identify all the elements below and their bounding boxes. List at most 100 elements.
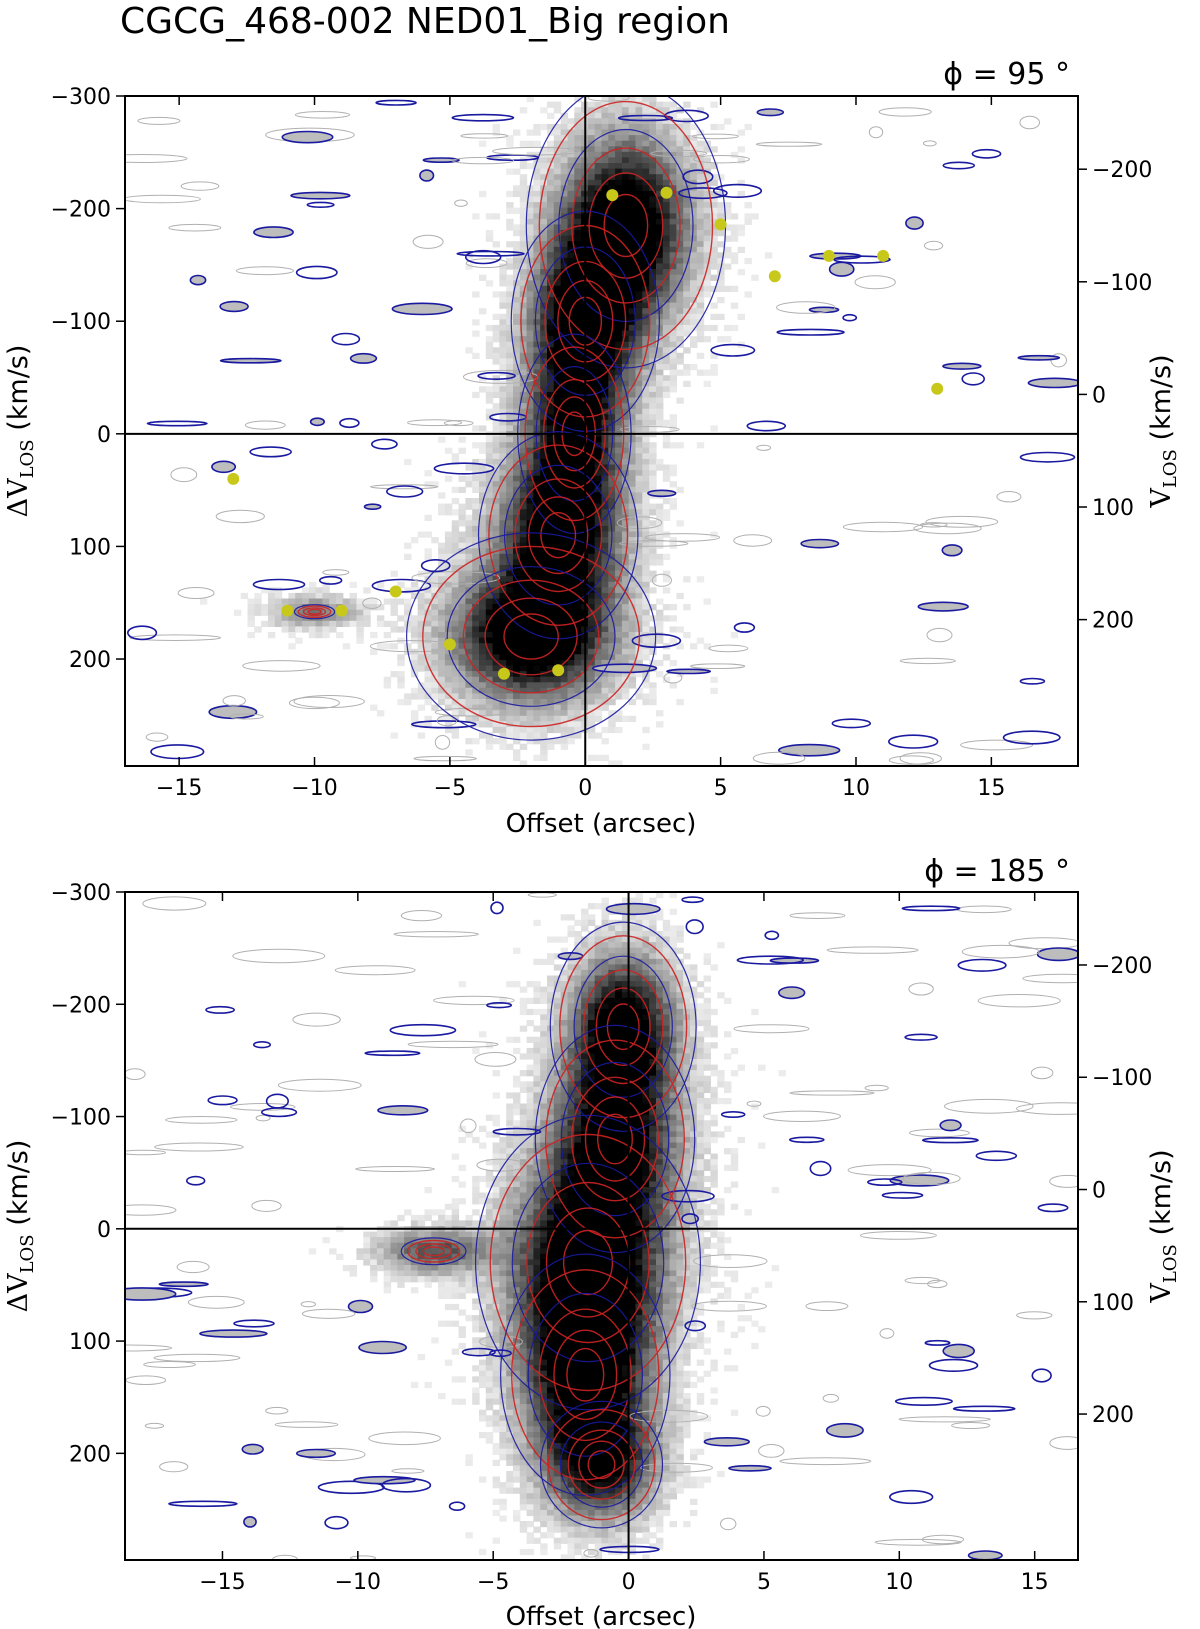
heatmap-cell: [485, 436, 494, 443]
heatmap-cell: [574, 509, 582, 516]
heatmap-cell: [485, 559, 494, 566]
heatmap-cell: [526, 1081, 534, 1088]
heatmap-cell: [383, 1259, 392, 1266]
heatmap-cell: [295, 620, 303, 627]
heatmap-cell: [662, 135, 671, 142]
heatmap-cell: [342, 1265, 351, 1272]
heatmap-cell: [594, 123, 603, 131]
heatmap-cell: [479, 492, 487, 499]
heatmap-cell: [499, 1331, 507, 1338]
heatmap-cell: [513, 676, 521, 683]
heatmap-cell: [479, 715, 487, 722]
heatmap-cell: [533, 1493, 541, 1500]
heatmap-cell: [526, 1409, 534, 1416]
heatmap-cell: [472, 699, 480, 706]
heatmap-cell: [506, 1432, 514, 1439]
heatmap-cell: [621, 598, 630, 605]
heatmap-cell: [615, 118, 623, 125]
heatmap-cell: [526, 537, 534, 544]
heatmap-cell: [533, 531, 541, 538]
heatmap-cell: [608, 391, 616, 399]
heatmap-cell: [499, 1365, 507, 1372]
heatmap-cell: [574, 721, 582, 728]
heatmap-cell: [615, 525, 623, 533]
noise-fill: [310, 418, 325, 426]
heatmap-cell: [506, 425, 514, 432]
heatmap-cell: [608, 498, 616, 505]
heatmap-cell: [574, 548, 582, 555]
heatmap-cell: [540, 146, 548, 153]
heatmap-cell: [662, 498, 671, 505]
heatmap-cell: [513, 1187, 521, 1194]
y-tick-label-right: −200: [1092, 158, 1152, 183]
heatmap-cell: [410, 665, 419, 672]
heatmap-cell: [587, 553, 596, 560]
heatmap-cell: [465, 648, 473, 655]
heatmap-cell: [533, 1409, 541, 1416]
heatmap-cell: [356, 632, 364, 639]
heatmap-cell: [513, 721, 521, 728]
heatmap-cell: [560, 626, 569, 633]
heatmap-cell: [519, 364, 528, 371]
heatmap-cell: [479, 548, 487, 555]
heatmap-cell: [587, 235, 596, 242]
heatmap-cell: [656, 637, 664, 644]
heatmap-cell: [594, 604, 603, 611]
heatmap-cell: [662, 514, 671, 521]
heatmap-cell: [472, 1209, 480, 1216]
heatmap-cell: [608, 592, 616, 600]
heatmap-cell: [533, 1398, 541, 1405]
heatmap-cell: [710, 101, 718, 108]
heatmap-cell: [492, 620, 500, 627]
heatmap-cell: [690, 163, 698, 170]
heatmap-cell: [553, 179, 562, 186]
heatmap-cell: [513, 280, 521, 287]
heatmap-cell: [451, 632, 460, 639]
heatmap-cell: [615, 626, 623, 633]
heatmap-cell: [499, 676, 507, 683]
heatmap-cell: [513, 1337, 521, 1344]
heatmap-cell: [451, 486, 460, 493]
heatmap-cell: [492, 386, 500, 393]
heatmap-cell: [465, 498, 473, 505]
heatmap-cell: [492, 1476, 500, 1483]
heatmap-cell: [451, 1198, 460, 1205]
heatmap-cell: [485, 699, 494, 706]
heatmap-cell: [519, 1487, 528, 1494]
heatmap-cell: [662, 436, 671, 443]
heatmap-cell: [424, 715, 432, 722]
heatmap-cell: [669, 341, 677, 348]
heatmap-cell: [492, 1120, 500, 1127]
heatmap-cell: [567, 738, 575, 745]
heatmap-cell: [383, 1231, 392, 1238]
heatmap-cell: [628, 146, 637, 153]
heatmap-cell: [635, 486, 643, 493]
heatmap-cell: [744, 257, 752, 265]
heatmap-cell: [574, 263, 582, 270]
heatmap-cell: [254, 598, 262, 605]
heatmap-cell: [628, 436, 637, 443]
heatmap-cell: [676, 352, 684, 359]
heatmap-cell: [553, 163, 562, 170]
heatmap-cell: [540, 604, 548, 611]
heatmap-cell: [533, 1092, 541, 1099]
heatmap-cell: [472, 1393, 480, 1400]
heatmap-cell: [499, 341, 507, 348]
heatmap-cell: [499, 531, 507, 538]
heatmap-cell: [533, 464, 541, 471]
heatmap-cell: [533, 1298, 541, 1305]
heatmap-cell: [608, 140, 616, 147]
heatmap-cell: [519, 503, 528, 510]
heatmap-cell: [506, 414, 514, 421]
heatmap-cell: [513, 1181, 521, 1188]
heatmap-cell: [492, 531, 500, 538]
heatmap-cell: [560, 632, 569, 639]
heatmap-cell: [492, 1248, 500, 1255]
heatmap-cell: [730, 235, 739, 242]
heatmap-cell: [669, 419, 677, 426]
heatmap-cell: [540, 732, 548, 739]
heatmap-cell: [499, 525, 507, 533]
noise-contour: [129, 634, 222, 642]
heatmap-cell: [526, 464, 534, 471]
heatmap-cell: [261, 587, 269, 594]
